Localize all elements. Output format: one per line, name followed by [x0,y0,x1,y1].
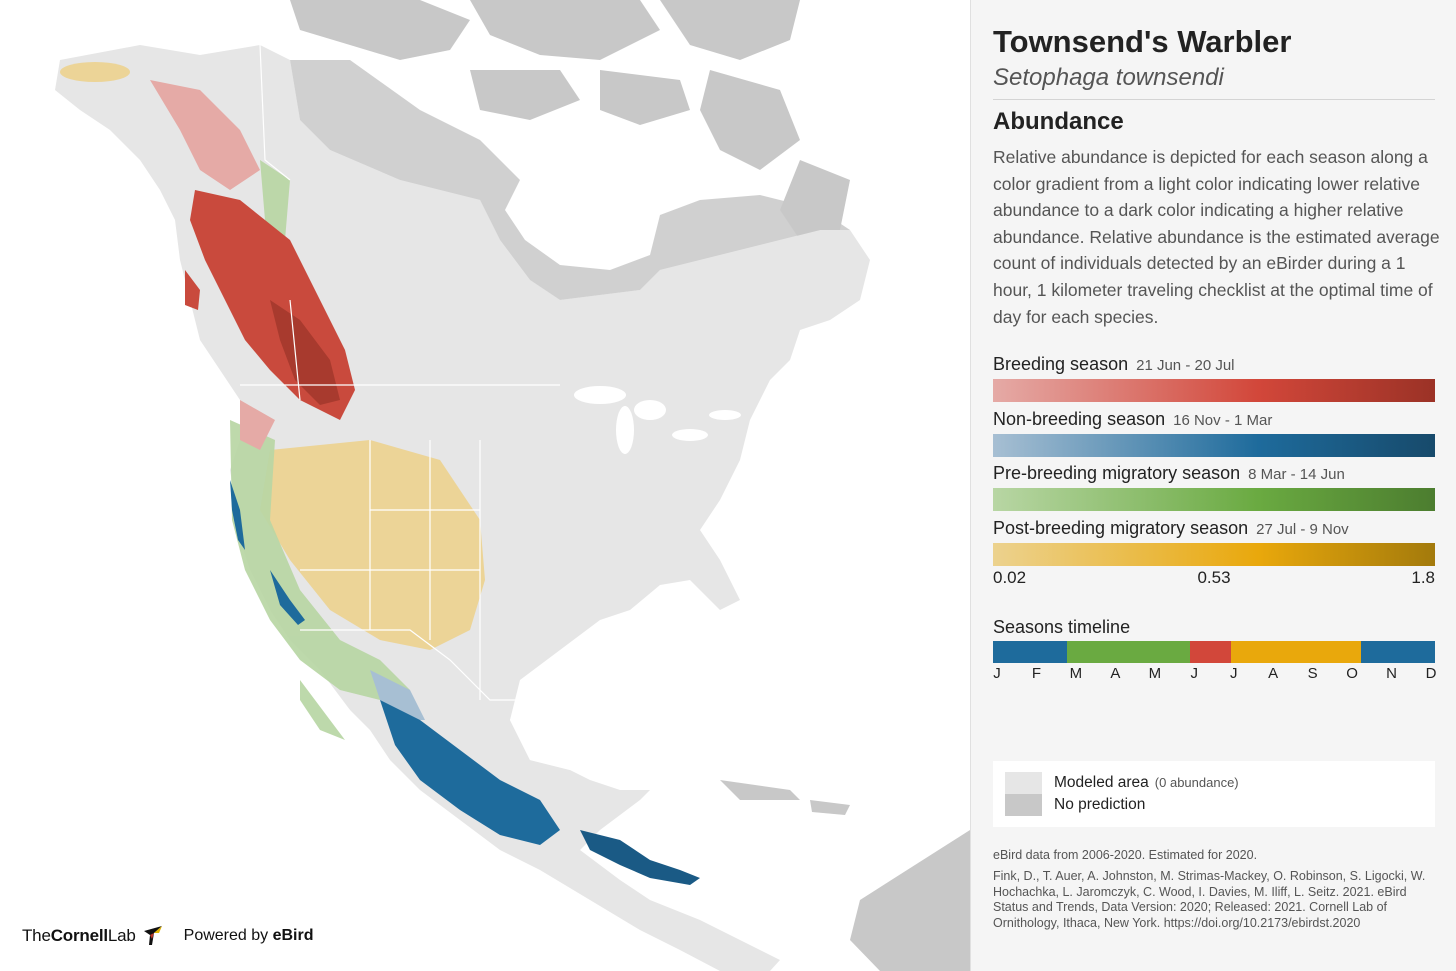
map-canvas [55,0,970,971]
timeline-segment [1230,641,1362,663]
modeled-area-swatch [1005,772,1042,794]
ebird-brand: eBird [272,927,314,944]
month-label: J [993,665,1001,682]
no-prediction-swatch [1005,794,1042,816]
season-dates: 27 Jul - 9 Nov [1256,521,1349,538]
northern-no-prediction [290,60,850,300]
gulf-of-mexico [510,650,700,770]
abundance-description: Relative abundance is depicted for each … [993,147,1440,327]
month-label: N [1386,665,1397,682]
seasons-timeline [993,641,1435,663]
abundance-scale: 0.02 0.53 1.8 [993,568,1435,590]
non-breeding-range [230,480,700,885]
logo-lab: Lab [107,926,136,945]
cornell-lab-logo[interactable]: The Cornell Lab [22,923,166,949]
season-dates: 8 Mar - 14 Jun [1248,466,1345,483]
timeline-segment [1066,641,1191,663]
modeled-area-note: (0 abundance) [1154,775,1239,790]
season-breeding: Breeding season 21 Jun - 20 Jul [993,354,1435,402]
timeline-title: Seasons timeline [993,617,1131,637]
season-post-breeding: Post-breeding migratory season 27 Jul - 9… [993,518,1435,566]
divider [993,99,1435,100]
month-label: F [1031,665,1042,682]
season-color-bar [993,434,1435,457]
legend-panel: Townsend's Warbler Setophaga townsendi A… [970,0,1456,971]
month-label: M [1069,665,1083,682]
season-color-bar [993,488,1435,511]
hudson-bay [505,170,660,270]
season-color-bar [993,379,1435,402]
scale-min: 0.02 [993,568,1027,587]
range-map: The Cornell Lab Powered by eBird [22,0,970,971]
modeled-area-label: Modeled area (0 abundance) [1054,774,1239,792]
post-breeding-range [60,62,485,650]
season-dates: 21 Jun - 20 Jul [1136,357,1235,374]
month-label: J [1190,665,1199,682]
month-label: A [1268,665,1279,682]
season-pre-breeding: Pre-breeding migratory season 8 Mar - 14 … [993,463,1435,511]
breeding-range [150,80,355,450]
season-label: Pre-breeding migratory season [993,463,1241,483]
season-dates: 16 Nov - 1 Mar [1173,412,1273,429]
timeline-segment [1361,641,1435,663]
political-borders [240,44,560,701]
scale-mid: 0.53 [1197,568,1231,587]
data-note: eBird data from 2006-2020. Estimated for… [993,848,1258,862]
timeline-segment [1190,641,1231,663]
no-prediction-label: No prediction [1054,796,1146,813]
logo-cornell: Cornell [50,926,108,945]
powered-by-text: Powered by [183,927,269,944]
south-america-edge [850,830,970,971]
month-label: J [1229,665,1238,682]
caribbean-islands [720,780,850,815]
footer-logos: The Cornell Lab Powered by eBird [22,922,314,950]
modeled-area-text: Modeled area [1054,774,1149,791]
logo-the: The [22,926,51,945]
species-scientific-name: Setophaga townsendi [993,64,1224,91]
season-color-bar [993,543,1435,566]
pre-breeding-range [230,160,410,740]
scale-max: 1.8 [1411,568,1435,587]
season-label: Post-breeding migratory season [993,518,1249,538]
month-label: O [1346,665,1358,682]
timeline-segment [993,641,1067,663]
powered-by-ebird[interactable]: Powered by eBird [184,927,314,945]
month-label: D [1425,665,1437,682]
great-lakes [574,386,741,454]
abundance-title: Abundance [993,108,1124,135]
citation: Fink, D., T. Auer, A. Johnston, M. Strim… [993,869,1426,930]
season-non-breeding: Non-breeding season 16 Nov - 1 Mar [993,409,1435,457]
species-common-name: Townsend's Warbler [993,24,1292,59]
map-legend: Modeled area (0 abundance) No prediction [993,761,1435,827]
season-label: Non-breeding season [993,409,1166,429]
season-label: Breeding season [993,354,1129,374]
cornell-lab-bird-icon [143,926,162,945]
month-label: S [1307,665,1318,682]
month-label: A [1110,665,1121,682]
month-label: M [1148,665,1162,682]
